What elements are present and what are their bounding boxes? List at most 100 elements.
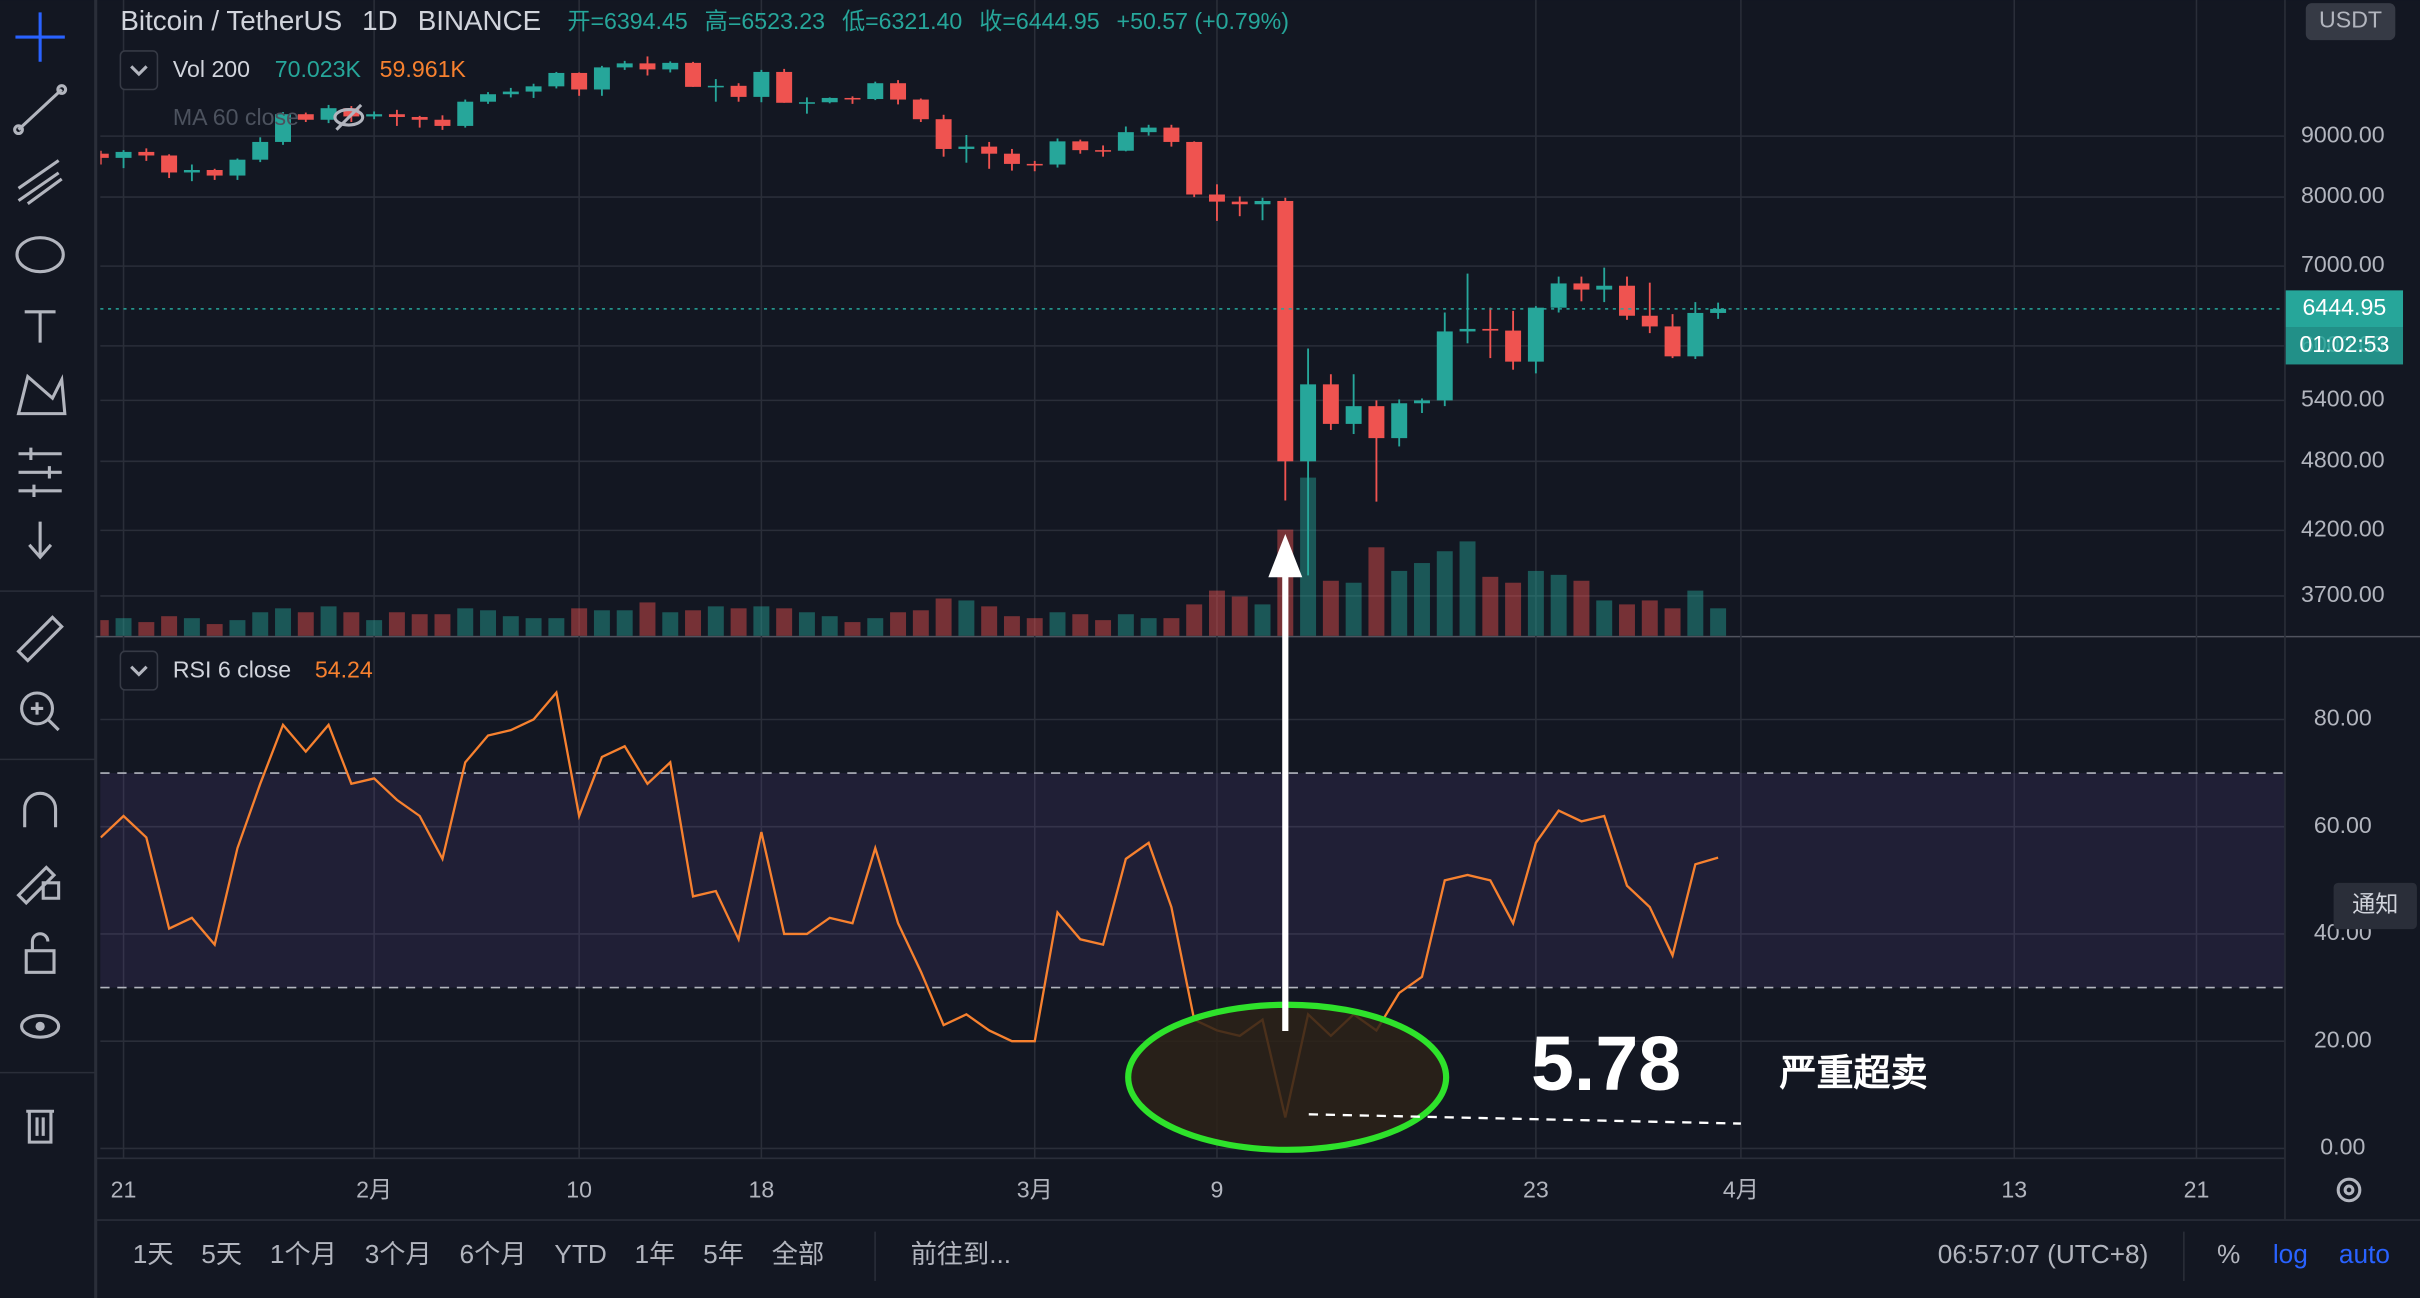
candle-body [981,146,998,154]
candle-series [100,56,1727,576]
range-button[interactable]: 1年 [635,1239,676,1269]
candle-body [138,151,155,156]
x-tick-label: 2月 [356,1177,392,1203]
range-button[interactable]: 1个月 [270,1239,337,1269]
candle-body [1505,330,1522,362]
volume-bar [1482,576,1499,636]
candle-body [183,170,200,173]
zoom-tool[interactable] [20,691,60,732]
volume-bar [138,622,155,636]
candle-body [548,72,565,87]
candle-body [320,108,337,120]
candle-body [1368,406,1385,439]
currency-badge[interactable] [2305,3,2396,41]
range-button[interactable]: YTD [554,1239,606,1269]
candle-body [958,146,975,149]
volume-bar [457,608,474,636]
range-button[interactable]: 5天 [201,1239,242,1269]
trend-line-tool[interactable] [13,84,68,136]
candle-body [616,63,633,68]
hidden-eye-icon[interactable] [333,103,365,131]
forecast-tool[interactable] [18,447,62,497]
rsi-last-value: 54.24 [315,656,373,682]
xabcd-tool[interactable] [16,373,67,416]
candle-body [1459,328,1476,332]
candle-body [366,114,383,117]
candle-body [1322,384,1339,424]
collapse-button[interactable] [119,650,159,691]
volume-ma-value: 59.961K [380,56,467,82]
x-tick-label: 21 [111,1177,137,1203]
volume-bar [707,606,724,636]
log-toggle[interactable]: log [2273,1239,2308,1269]
volume-bar [1231,596,1248,636]
lock-tool[interactable] [24,932,56,974]
range-button[interactable]: 3个月 [365,1239,432,1269]
volume-bar [1322,580,1339,636]
volume-bar [320,606,337,636]
range-button[interactable]: 全部 [772,1239,824,1269]
volume-bar [1254,604,1271,636]
y-tick-label: 4800.00 [2301,446,2385,472]
volume-bar [252,612,269,636]
volume-bar [434,614,451,636]
x-tick-label: 10 [566,1177,592,1203]
goto-button[interactable]: 前往到... [911,1239,1012,1269]
range-button[interactable]: 6个月 [460,1239,527,1269]
percent-toggle[interactable]: % [2217,1239,2240,1269]
candle-body [275,114,291,142]
delete-tool[interactable] [26,1109,55,1144]
candle-body [798,102,815,104]
notify-label: 通知 [2352,891,2398,917]
clock: 06:57:07 (UTC+8) [1938,1239,2149,1269]
candle-body [1482,328,1499,331]
candle-body [1095,150,1112,152]
candle-body [1596,285,1613,290]
pattern-tool[interactable] [15,236,65,274]
candle-body [912,99,929,120]
candle-body [707,85,724,88]
candle-body [1254,200,1271,205]
settings-icon[interactable] [2336,1177,2362,1203]
volume-value: 70.023K [275,56,362,82]
measure-tool[interactable] [16,615,64,663]
bottom-toolbar: 前往到... 06:57:07 (UTC+8) % log auto 1天 5天 1… [133,1231,2390,1282]
fib-tool[interactable] [17,159,63,205]
volume-bar [1186,604,1203,636]
x-tick-label: 23 [1523,1177,1549,1203]
collapse-button[interactable] [119,50,159,91]
y-tick-label: 20.00 [2314,1026,2372,1052]
volume-bar [935,598,952,636]
candle-body [571,72,588,90]
volume-bar [1596,600,1613,636]
annotation-text: 严重超卖 [1780,1052,1928,1094]
arrow-tool[interactable] [28,521,53,560]
magnet-tool[interactable] [23,791,58,828]
volume-bar [776,608,793,636]
volume-bar [525,618,542,636]
crosshair-tool[interactable] [15,12,65,62]
candle-body [730,85,747,97]
candle-body [480,94,496,102]
x-tick-label: 13 [2001,1177,2027,1203]
volume-bar [958,600,975,636]
range-button[interactable]: 5年 [703,1239,744,1269]
volume-bar [480,610,496,636]
volume-bar [616,610,633,636]
volume-bar [981,606,998,636]
volume-bar [1140,618,1157,636]
lock-drawing-tool[interactable] [16,865,61,906]
auto-toggle[interactable]: auto [2339,1239,2390,1269]
candle-body [1140,127,1157,133]
candle-body [1231,201,1248,205]
candle-body [685,62,702,87]
notify-button[interactable] [2333,882,2417,930]
visibility-tool[interactable] [20,1014,61,1039]
volume-bar [343,612,360,636]
x-tick-label: 9 [1211,1177,1224,1203]
candle-body [1300,384,1317,462]
range-button[interactable]: 1天 [133,1239,174,1269]
text-tool[interactable] [24,310,56,343]
rsi-series [100,690,1719,1118]
ma-name: MA 60 close [173,104,299,130]
